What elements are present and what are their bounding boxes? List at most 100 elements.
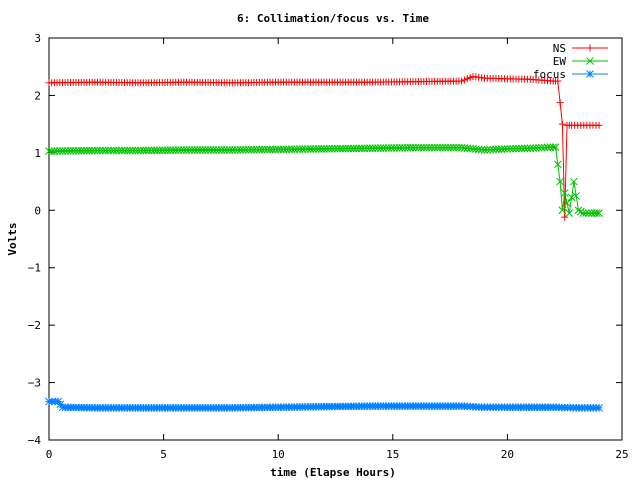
data-point-ew: [411, 143, 420, 152]
data-point-ew: [223, 146, 231, 154]
data-point-ew: [128, 146, 137, 155]
data-point-ew: [198, 146, 207, 154]
data-point-ew: [523, 144, 532, 153]
y-tick-label: 2: [34, 89, 41, 102]
data-point-ew: [425, 143, 434, 152]
data-point-ew: [579, 209, 587, 218]
data-point-ew: [486, 145, 495, 154]
data-point-ew: [414, 143, 423, 152]
data-point-ew: [109, 146, 118, 155]
y-tick-label: −2: [28, 319, 41, 332]
data-point-ew: [563, 199, 571, 207]
data-point-ew: [556, 177, 564, 186]
data-point-ew: [417, 143, 425, 152]
legend-marker-ns: [586, 44, 594, 52]
x-tick-label: 25: [615, 448, 628, 461]
data-point-ew: [582, 209, 590, 218]
data-point-ew: [565, 209, 574, 218]
x-tick-label: 10: [272, 448, 285, 461]
data-point-ew: [123, 146, 132, 155]
data-point-ew: [201, 146, 210, 154]
data-point-ew: [551, 143, 560, 151]
series-focus: [45, 397, 603, 412]
data-point-ew: [444, 143, 452, 152]
data-point-ew: [185, 146, 194, 154]
legend-marker-ew: [586, 57, 594, 65]
chart-title: 6: Collimation/focus vs. Time: [237, 12, 429, 25]
data-point-ew: [503, 144, 512, 153]
data-point-ew: [526, 144, 535, 153]
data-point-ew: [500, 145, 509, 153]
data-point-ew: [419, 143, 428, 152]
data-point-ew: [104, 146, 113, 155]
data-point-ew: [120, 146, 129, 155]
data-point-ew: [520, 144, 529, 153]
data-point-ns: [463, 75, 471, 83]
data-point-ns: [595, 121, 603, 129]
data-point-ew: [196, 146, 204, 154]
series-ew: [45, 143, 603, 218]
data-point-ew: [131, 146, 140, 155]
data-point-ew: [515, 144, 523, 153]
data-point-ew: [112, 146, 121, 155]
data-point-ns: [466, 74, 474, 82]
data-point-ew: [430, 143, 439, 152]
y-axis-label: Volts: [6, 222, 19, 255]
x-axis-label: time (Elapse Hours): [270, 466, 396, 479]
y-tick-label: 0: [34, 204, 41, 217]
data-point-ew: [558, 206, 567, 215]
data-point-ew: [560, 189, 569, 197]
data-point-ew: [190, 146, 199, 154]
data-point-ew: [576, 207, 585, 216]
data-point-ew: [529, 144, 538, 152]
data-point-ew: [188, 146, 196, 154]
y-tick-label: −3: [28, 377, 41, 390]
data-point-ew: [543, 143, 552, 152]
data-point-ew: [506, 144, 515, 153]
data-point-ew: [492, 145, 500, 154]
legend-label-ns: NS: [553, 42, 566, 55]
data-point-ew: [452, 143, 461, 152]
data-point-ew: [93, 146, 102, 155]
data-point-ew: [436, 143, 444, 152]
data-point-ew: [212, 146, 221, 154]
data-point-ew: [570, 177, 578, 186]
data-point-ew: [540, 143, 549, 152]
data-point-ew: [549, 143, 558, 151]
x-tick-label: 0: [46, 448, 53, 461]
legend-label-focus: focus: [533, 68, 566, 81]
data-point-ew: [115, 146, 123, 155]
x-tick-label: 15: [386, 448, 399, 461]
data-point-ew: [553, 160, 562, 169]
data-point-ew: [215, 146, 223, 154]
y-tick-label: −1: [28, 262, 41, 275]
data-point-ew: [126, 146, 134, 155]
data-point-ew: [209, 146, 218, 154]
data-point-ew: [572, 192, 581, 200]
x-tick-label: 20: [501, 448, 514, 461]
y-tick-label: −4: [28, 434, 42, 447]
data-point-ew: [537, 143, 546, 152]
data-point-ew: [117, 146, 126, 155]
legend-label-ew: EW: [553, 55, 567, 68]
y-tick-label: 3: [34, 32, 41, 45]
data-point-ew: [584, 209, 593, 218]
data-point-ew: [567, 193, 576, 202]
data-point-ew: [422, 143, 431, 152]
data-point-ew: [107, 146, 115, 155]
data-point-ew: [438, 143, 447, 152]
data-point-ns: [554, 77, 562, 85]
legend-marker-focus: [586, 70, 594, 78]
data-point-ew: [532, 144, 540, 152]
x-tick-label: 5: [160, 448, 167, 461]
data-point-ew: [204, 146, 212, 154]
data-point-focus: [595, 403, 603, 412]
data-point-ew: [182, 146, 191, 154]
data-point-ew: [446, 143, 455, 152]
series-ns: [45, 72, 603, 221]
data-point-ew: [101, 146, 110, 155]
data-point-ew: [595, 209, 603, 218]
data-point-ns: [458, 77, 466, 85]
data-point-ew: [217, 146, 226, 154]
